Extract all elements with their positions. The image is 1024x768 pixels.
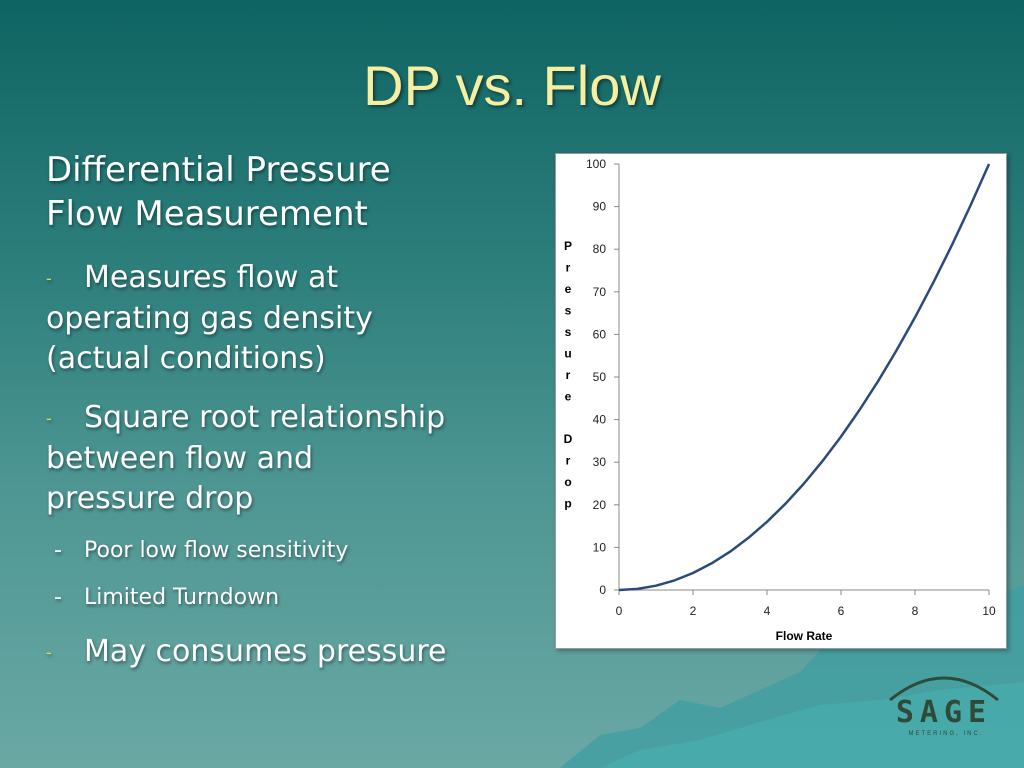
heading-line-1: Differential Pressure <box>46 150 391 190</box>
bullet-line: operating gas density <box>46 300 373 336</box>
logo-tagline: METERING, INC. <box>908 731 983 737</box>
y-tick-label: 0 <box>599 583 606 597</box>
y-axis-title-letter: D <box>564 432 573 446</box>
y-tick-label: 50 <box>593 370 607 384</box>
y-tick-label: 10 <box>593 540 607 554</box>
bullet-measures-flow: - Measures flow at operating gas density … <box>46 258 373 379</box>
section-heading: Differential Pressure Flow Measurement <box>46 148 391 236</box>
y-axis-title-letter: r <box>566 368 571 382</box>
y-axis-title-letter: s <box>565 304 572 318</box>
logo-arc <box>889 676 999 702</box>
bullet-line: Measures flow at <box>84 260 339 295</box>
y-tick-label: 90 <box>593 200 607 214</box>
y-axis-title-letter: r <box>566 261 571 275</box>
bullet-line: (actual conditions) <box>46 340 326 376</box>
bullet-dash: - <box>46 268 52 288</box>
x-tick-label: 8 <box>912 604 919 618</box>
sub-bullet-turndown: - Limited Turndown <box>54 584 279 612</box>
bullet-dash: - <box>46 642 52 662</box>
logo-wordmark: SAGE <box>896 695 992 730</box>
y-axis-title-letter: u <box>564 347 571 361</box>
x-tick-label: 6 <box>838 604 845 618</box>
bullet-line: Square root relationship <box>84 400 446 435</box>
sage-logo: SAGE METERING, INC. <box>889 676 999 737</box>
y-tick-label: 80 <box>593 242 607 256</box>
y-axis-title-letter: r <box>566 454 571 468</box>
x-tick-label: 0 <box>616 604 623 618</box>
sub-bullet-dash: - <box>54 538 62 563</box>
y-axis-title-letter: P <box>564 239 572 253</box>
slide-title: DP vs. Flow <box>363 54 661 117</box>
y-tick-label: 70 <box>593 285 607 299</box>
x-tick-label: 2 <box>690 604 697 618</box>
y-tick-label: 100 <box>586 157 606 171</box>
sub-bullet-text: Poor low flow sensitivity <box>84 538 349 563</box>
sub-bullet-low-flow: - Poor low flow sensitivity <box>54 537 348 565</box>
x-tick-label: 4 <box>764 604 771 618</box>
bullet-square-root: - Square root relationship between flow a… <box>46 398 445 519</box>
bullet-dash: - <box>46 408 52 428</box>
y-axis-title-letter: o <box>564 475 571 489</box>
series-line <box>618 163 991 592</box>
bullet-line: May consumes pressure <box>84 634 447 669</box>
bullet-consumes-pressure: - May consumes pressure <box>46 632 447 673</box>
dp-flow-chart: 0 10 20 30 40 50 60 70 80 90 100 0 2 4 6 8 10 Flow Rate Pr… <box>564 157 996 643</box>
bullet-line: between flow and <box>46 440 314 476</box>
sub-bullet-dash: - <box>54 585 62 610</box>
x-axis-title: Flow Rate <box>776 629 833 643</box>
y-tick-label: 30 <box>593 455 607 469</box>
y-tick-label: 60 <box>593 327 607 341</box>
bullet-line: pressure drop <box>46 480 254 516</box>
y-axis-title-letter: e <box>565 282 572 296</box>
sub-bullet-text: Limited Turndown <box>84 585 280 610</box>
heading-line-2: Flow Measurement <box>46 194 368 234</box>
y-axis-title-letter: e <box>565 390 572 404</box>
y-axis-title-letter: s <box>565 325 572 339</box>
x-tick-label: 10 <box>982 604 996 618</box>
y-tick-label: 40 <box>593 413 607 427</box>
y-axis-title-letter: p <box>564 497 571 511</box>
y-tick-label: 20 <box>593 498 607 512</box>
